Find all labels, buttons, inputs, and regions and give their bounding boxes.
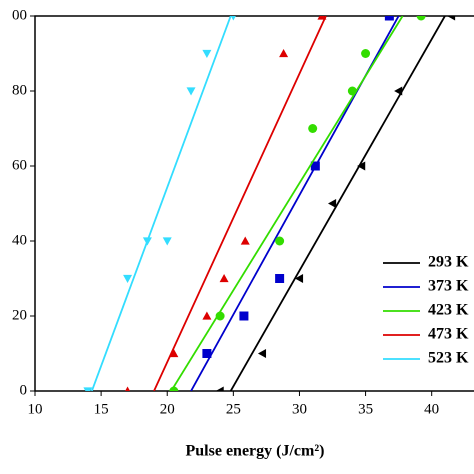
y-tick-label: 80 bbox=[12, 82, 27, 98]
point bbox=[219, 274, 229, 283]
point bbox=[275, 274, 285, 283]
point bbox=[169, 386, 179, 391]
x-tick-label: 25 bbox=[226, 401, 241, 417]
point bbox=[384, 16, 394, 21]
legend-label: 373 K bbox=[428, 278, 469, 295]
fit-line bbox=[229, 16, 446, 391]
point bbox=[123, 274, 133, 283]
point bbox=[279, 49, 289, 58]
fit-line bbox=[91, 16, 232, 391]
axes bbox=[34, 15, 474, 392]
point bbox=[202, 311, 212, 320]
point bbox=[294, 274, 304, 283]
point bbox=[239, 311, 249, 321]
point bbox=[347, 86, 357, 96]
y-tick-label: 00 bbox=[12, 7, 27, 23]
legend-label: 423 K bbox=[428, 302, 469, 319]
y-tick-label: 0 bbox=[20, 382, 28, 398]
point bbox=[169, 349, 179, 358]
point bbox=[202, 49, 212, 58]
point bbox=[215, 386, 224, 391]
point bbox=[310, 161, 320, 171]
point bbox=[142, 237, 152, 246]
x-axis-label: Pulse energy (J/cm²) bbox=[186, 443, 325, 460]
point bbox=[240, 236, 250, 245]
x-tick-label: 15 bbox=[94, 401, 109, 417]
point bbox=[162, 237, 172, 246]
point bbox=[357, 161, 366, 171]
point bbox=[308, 124, 318, 133]
legend-label: 523 K bbox=[428, 350, 469, 367]
point bbox=[394, 86, 403, 96]
point bbox=[257, 349, 267, 358]
plot-area bbox=[83, 16, 456, 391]
x-tick-label: 10 bbox=[28, 401, 43, 417]
point bbox=[328, 199, 337, 208]
fit-line bbox=[170, 16, 404, 391]
point bbox=[361, 49, 371, 58]
point bbox=[317, 16, 327, 20]
y-tick-label: 60 bbox=[12, 157, 27, 173]
point bbox=[215, 311, 225, 321]
y-tick-label: 40 bbox=[12, 232, 27, 248]
x-tick-label: 40 bbox=[424, 401, 439, 417]
legend-label: 473 K bbox=[428, 326, 469, 343]
x-tick-label: 20 bbox=[160, 401, 175, 417]
point bbox=[230, 16, 236, 21]
legend-label: 293 K bbox=[428, 254, 469, 271]
point bbox=[416, 16, 426, 21]
x-tick-label: 30 bbox=[292, 401, 307, 417]
y-tick-label: 20 bbox=[12, 307, 27, 323]
point bbox=[202, 349, 212, 358]
x-tick-label: 35 bbox=[358, 401, 373, 417]
point bbox=[186, 87, 196, 96]
point bbox=[447, 16, 456, 21]
point bbox=[125, 386, 131, 391]
point bbox=[275, 236, 285, 246]
fit-line bbox=[153, 16, 327, 391]
point bbox=[83, 387, 93, 391]
